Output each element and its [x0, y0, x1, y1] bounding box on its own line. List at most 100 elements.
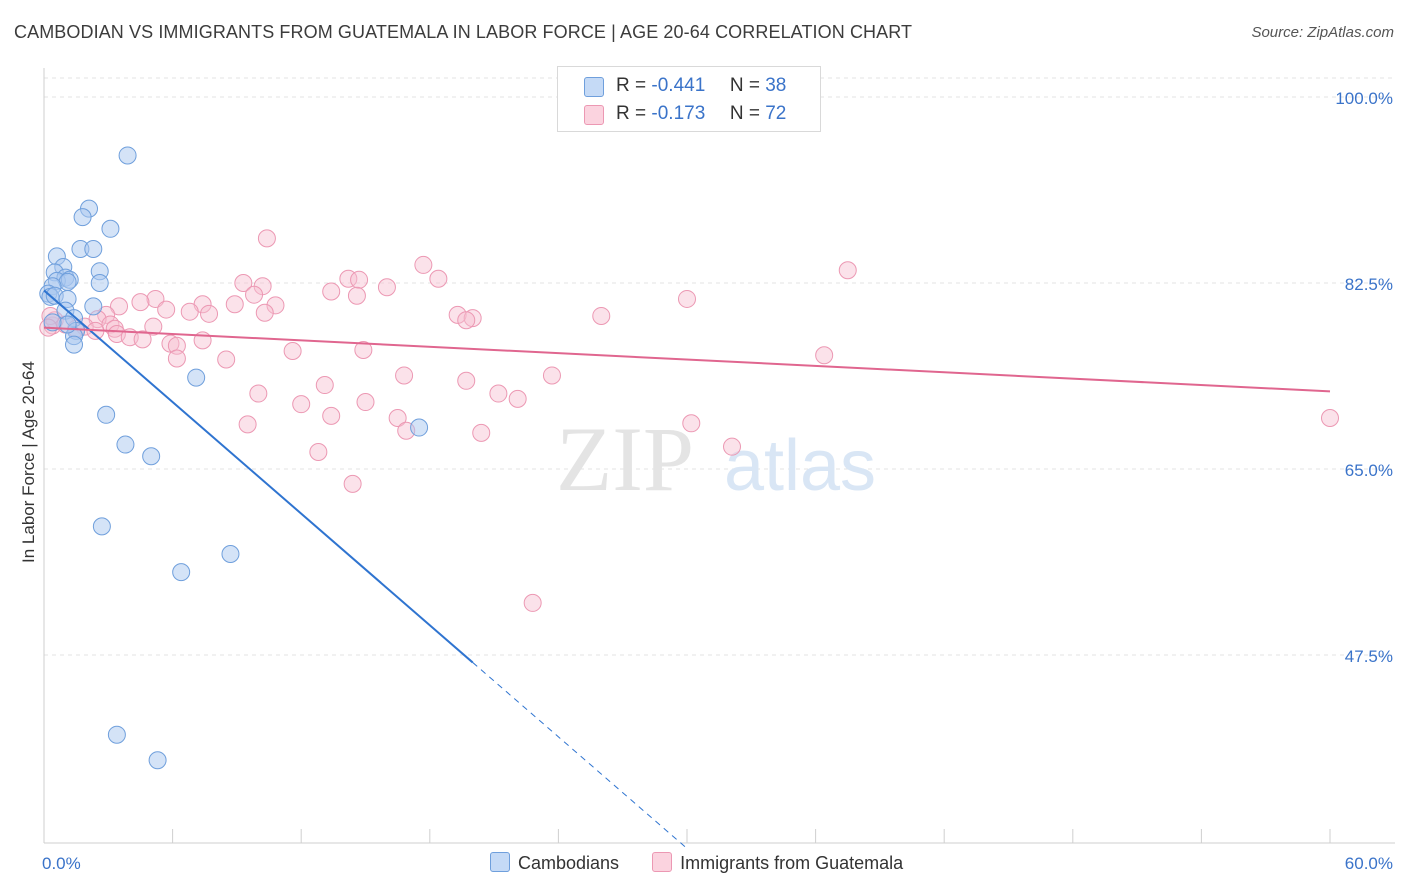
data-point-guatemala	[144, 317, 163, 336]
series-legend: Cambodians Immigrants from Guatemala	[490, 852, 931, 874]
data-point-cambodians	[90, 274, 109, 292]
watermark-zip: ZIP	[556, 408, 694, 510]
y-axis-label: In Labor Force | Age 20-64	[19, 361, 38, 563]
y-tick-label: 100.0%	[1335, 89, 1393, 108]
data-point-guatemala	[350, 270, 369, 289]
data-point-cambodians	[187, 368, 206, 387]
data-point-guatemala	[245, 285, 264, 304]
data-point-cambodians	[172, 563, 191, 582]
watermark-atlas: atlas	[724, 426, 876, 506]
legend-swatch-pink	[584, 105, 604, 125]
data-point-guatemala	[542, 366, 561, 385]
trend-lines	[43, 289, 1331, 849]
legend-swatch-pink	[652, 852, 673, 872]
data-point-guatemala	[322, 282, 341, 301]
data-point-guatemala	[343, 474, 362, 493]
legend-swatch-blue	[490, 852, 510, 872]
legend-label: Immigrants from Guatemala	[680, 853, 904, 873]
data-point-guatemala	[217, 350, 236, 369]
data-point-guatemala	[592, 306, 611, 325]
x-tick-label: 60.0%	[1345, 854, 1393, 873]
data-point-guatemala	[377, 278, 396, 297]
data-point-guatemala	[463, 309, 482, 328]
series-cambodians	[39, 146, 429, 770]
legend-r-value: -0.173	[651, 103, 706, 124]
data-point-guatemala	[489, 384, 508, 403]
legend-r-value: -0.441	[651, 75, 706, 96]
data-point-guatemala	[1321, 408, 1339, 427]
legend-item-guatemala: Immigrants from Guatemala	[652, 852, 903, 874]
data-point-cambodians	[43, 313, 62, 332]
trend-line-cambodians-extension	[472, 662, 688, 849]
data-point-guatemala	[161, 334, 180, 353]
data-point-cambodians	[142, 447, 161, 466]
data-point-guatemala	[255, 303, 274, 322]
data-point-guatemala	[457, 311, 476, 330]
tick-labels: 100.0% 82.5% 65.0% 47.5% 0.0% 60.0%	[42, 89, 1393, 873]
legend-n-value: 38	[765, 75, 787, 96]
data-point-guatemala	[292, 395, 311, 414]
data-point-guatemala	[309, 442, 328, 461]
axes	[43, 68, 1395, 844]
data-point-guatemala	[508, 389, 527, 408]
data-point-guatemala	[157, 300, 176, 319]
gridlines	[44, 77, 1395, 656]
data-point-guatemala	[356, 393, 375, 412]
data-point-guatemala	[167, 349, 186, 368]
data-point-cambodians	[58, 272, 77, 291]
data-point-guatemala	[283, 342, 302, 361]
data-point-guatemala	[234, 274, 253, 292]
data-point-guatemala	[354, 340, 373, 359]
data-point-guatemala	[523, 593, 542, 612]
data-point-cambodians	[84, 297, 103, 316]
data-point-guatemala	[238, 415, 257, 434]
data-point-guatemala	[388, 408, 407, 427]
y-tick-label: 47.5%	[1345, 647, 1393, 666]
data-point-guatemala	[838, 261, 857, 280]
legend-swatch-blue	[584, 77, 604, 97]
data-point-guatemala	[347, 286, 366, 305]
y-tick-label: 82.5%	[1345, 275, 1393, 294]
data-point-guatemala	[322, 406, 341, 425]
trend-line-cambodians	[43, 289, 474, 664]
data-point-cambodians	[84, 239, 103, 258]
correlation-legend: R = -0.441 N = 38 R = -0.173 N = 72	[557, 66, 821, 132]
data-point-guatemala	[429, 269, 448, 288]
legend-n-label: N =	[729, 75, 760, 96]
data-point-guatemala	[723, 437, 742, 456]
data-point-cambodians	[410, 418, 429, 437]
legend-r-label: R =	[616, 103, 647, 124]
x-tick-label: 0.0%	[42, 854, 81, 873]
data-point-cambodians	[101, 219, 120, 238]
data-point-guatemala	[200, 304, 219, 323]
data-point-guatemala	[249, 384, 268, 403]
data-point-guatemala	[133, 330, 152, 349]
data-point-cambodians	[116, 435, 135, 454]
legend-n-value: 72	[765, 103, 787, 124]
data-point-guatemala	[678, 289, 696, 308]
data-point-cambodians	[118, 146, 137, 165]
data-point-guatemala	[414, 255, 433, 274]
chart-source: Source: ZipAtlas.com	[1251, 24, 1394, 41]
legend-label: Cambodians	[518, 853, 620, 873]
data-point-guatemala	[257, 229, 276, 248]
data-point-guatemala	[225, 295, 244, 314]
data-point-guatemala	[110, 297, 129, 316]
data-point-guatemala	[815, 346, 834, 365]
legend-r-label: R =	[616, 75, 647, 96]
data-point-cambodians	[97, 405, 116, 424]
data-point-cambodians	[92, 517, 111, 536]
legend-row-cambodians: R = -0.441 N = 38	[558, 73, 820, 101]
y-tick-label: 65.0%	[1345, 461, 1393, 480]
data-point-guatemala	[472, 423, 491, 442]
data-point-cambodians	[148, 751, 167, 770]
series-guatemala	[39, 91, 1339, 612]
legend-n-label: N =	[729, 103, 760, 124]
data-point-guatemala	[167, 336, 186, 355]
trend-line-guatemala	[43, 326, 1331, 393]
data-point-guatemala	[457, 371, 476, 390]
data-point-guatemala	[395, 366, 414, 385]
data-point-guatemala	[682, 414, 701, 433]
data-point-guatemala	[266, 296, 285, 315]
